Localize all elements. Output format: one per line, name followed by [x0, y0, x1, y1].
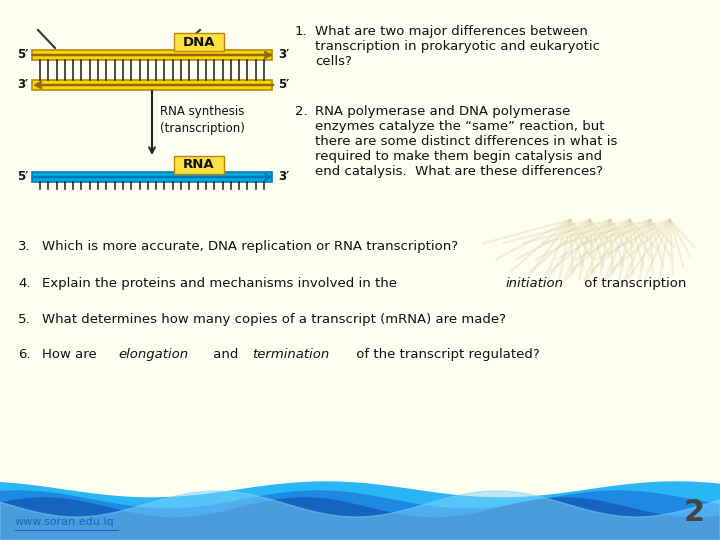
Text: Which is more accurate, DNA replication or RNA transcription?: Which is more accurate, DNA replication … [42, 240, 458, 253]
Text: 5′: 5′ [17, 171, 28, 184]
Text: 4.: 4. [18, 277, 30, 290]
Text: 5′: 5′ [17, 49, 28, 62]
Text: initiation: initiation [505, 277, 564, 290]
Text: 5.: 5. [18, 313, 31, 326]
Text: and: and [209, 348, 242, 361]
Text: How are: How are [42, 348, 101, 361]
Text: 6.: 6. [18, 348, 30, 361]
Text: RNA: RNA [183, 159, 215, 172]
Text: RNA synthesis
(transcription): RNA synthesis (transcription) [160, 105, 245, 135]
Text: 3.: 3. [18, 240, 31, 253]
Text: What determines how many copies of a transcript (mRNA) are made?: What determines how many copies of a tra… [42, 313, 506, 326]
Text: www.soran.edu.iq: www.soran.edu.iq [15, 517, 114, 527]
Bar [32, 80, 272, 90]
Text: of the transcript regulated?: of the transcript regulated? [351, 348, 539, 361]
Text: 2: 2 [684, 498, 705, 527]
Text: DNA: DNA [183, 36, 215, 49]
Text: of transcription: of transcription [580, 277, 687, 290]
Text: elongation: elongation [118, 348, 188, 361]
Text: What are two major differences between
transcription in prokaryotic and eukaryot: What are two major differences between t… [315, 25, 600, 68]
Text: 3′: 3′ [278, 49, 289, 62]
Text: 2.: 2. [295, 105, 307, 118]
Bar [32, 172, 272, 182]
FancyBboxPatch shape [174, 156, 224, 174]
Bar [32, 50, 272, 60]
FancyBboxPatch shape [174, 33, 224, 51]
Text: 3′: 3′ [17, 78, 28, 91]
Text: 1.: 1. [295, 25, 307, 38]
Text: 3′: 3′ [278, 171, 289, 184]
Text: Explain the proteins and mechanisms involved in the: Explain the proteins and mechanisms invo… [42, 277, 401, 290]
Text: 5′: 5′ [278, 78, 289, 91]
Text: termination: termination [252, 348, 329, 361]
Text: RNA polymerase and DNA polymerase
enzymes catalyze the “same” reaction, but
ther: RNA polymerase and DNA polymerase enzyme… [315, 105, 617, 178]
